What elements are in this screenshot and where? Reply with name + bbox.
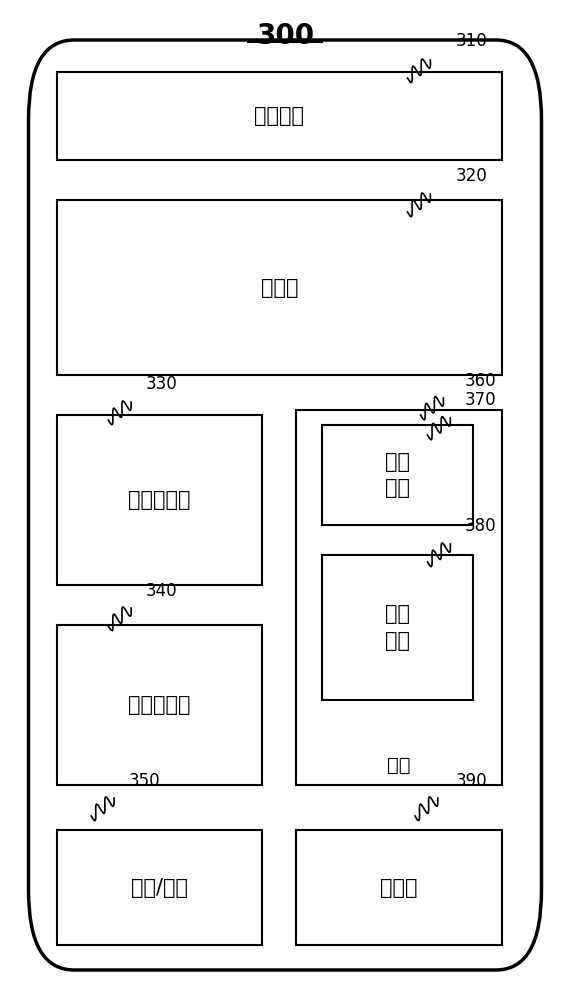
Text: 输入/输出: 输入/输出 — [131, 878, 188, 898]
FancyBboxPatch shape — [57, 200, 502, 375]
Text: 300: 300 — [256, 22, 314, 50]
Text: 340: 340 — [145, 582, 177, 600]
Text: 370: 370 — [465, 391, 496, 409]
Text: 应用
程序: 应用 程序 — [385, 604, 410, 651]
FancyBboxPatch shape — [296, 410, 502, 785]
Text: 中央处理器: 中央处理器 — [128, 695, 191, 715]
FancyBboxPatch shape — [57, 625, 262, 785]
FancyBboxPatch shape — [322, 555, 473, 700]
Text: 存储器: 存储器 — [380, 878, 418, 898]
FancyBboxPatch shape — [296, 830, 502, 945]
Text: 380: 380 — [465, 517, 496, 535]
Text: 显示器: 显示器 — [260, 277, 298, 298]
FancyBboxPatch shape — [57, 72, 502, 160]
FancyBboxPatch shape — [28, 40, 542, 970]
Text: 350: 350 — [128, 772, 160, 790]
Text: 310: 310 — [456, 32, 488, 50]
FancyBboxPatch shape — [322, 425, 473, 525]
FancyBboxPatch shape — [57, 830, 262, 945]
Text: 内存: 内存 — [387, 756, 411, 774]
Text: 330: 330 — [145, 375, 177, 393]
Text: 通信平台: 通信平台 — [254, 106, 304, 126]
Text: 图形处理器: 图形处理器 — [128, 490, 191, 510]
Text: 360: 360 — [465, 372, 496, 390]
Text: 390: 390 — [456, 772, 487, 790]
FancyBboxPatch shape — [57, 415, 262, 585]
Text: 320: 320 — [456, 167, 488, 185]
Text: 操作
系统: 操作 系统 — [385, 452, 410, 498]
